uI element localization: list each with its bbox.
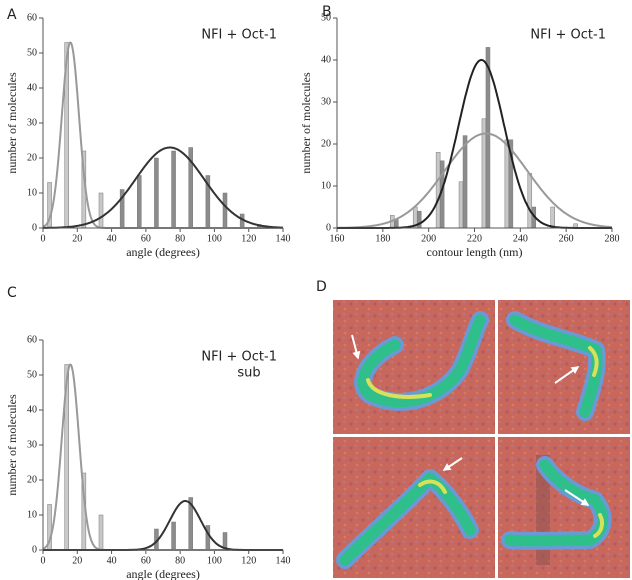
y-tick-label: 10 bbox=[27, 509, 37, 520]
chart-title: NFI + Oct-1 bbox=[530, 28, 606, 43]
bar bbox=[222, 192, 228, 229]
y-tick-label: 40 bbox=[27, 82, 37, 93]
x-tick-label: 260 bbox=[559, 233, 574, 244]
chart: B NFI + Oct-1 number of molecules contour l… bbox=[299, 4, 620, 259]
x-axis-label: angle (degrees) bbox=[126, 245, 200, 259]
chart-title: NFI + Oct-1 bbox=[201, 350, 277, 365]
x-tick-label: 80 bbox=[175, 233, 185, 244]
bar bbox=[171, 150, 176, 229]
y-tick-label: 50 bbox=[27, 369, 37, 380]
bar bbox=[171, 521, 176, 551]
y-tick-label: 30 bbox=[27, 117, 37, 128]
y-tick-label: 40 bbox=[321, 54, 331, 65]
y-tick-label: 60 bbox=[27, 334, 37, 345]
divider bbox=[495, 300, 498, 578]
y-tick-label: 20 bbox=[27, 152, 37, 163]
y-tick-label: 0 bbox=[32, 222, 37, 233]
chart: A NFI + Oct-1 number of molecules angle (de… bbox=[5, 7, 291, 259]
bar bbox=[481, 118, 487, 229]
x-tick-label: 60 bbox=[141, 233, 151, 244]
fit-curve bbox=[43, 500, 283, 551]
panel-label: B bbox=[322, 4, 332, 20]
y-tick-label: 0 bbox=[32, 544, 37, 555]
y-tick-label: 30 bbox=[27, 439, 37, 450]
fit-curve bbox=[337, 59, 612, 229]
bar bbox=[98, 192, 104, 229]
panel-label: C bbox=[7, 285, 17, 301]
divider bbox=[333, 434, 630, 437]
x-axis-label: angle (degrees) bbox=[126, 567, 200, 580]
x-tick-label: 120 bbox=[241, 233, 256, 244]
bar bbox=[462, 135, 468, 229]
x-tick-label: 240 bbox=[513, 233, 528, 244]
bar bbox=[458, 181, 464, 229]
bar bbox=[550, 206, 555, 229]
y-tick-label: 30 bbox=[321, 96, 331, 107]
y-tick-label: 60 bbox=[27, 12, 37, 23]
image-panel: D bbox=[316, 279, 630, 578]
bar bbox=[504, 139, 510, 229]
dna-molecules bbox=[336, 311, 612, 569]
fit-curve bbox=[42, 363, 283, 551]
panel-label: D bbox=[316, 279, 327, 295]
x-tick-label: 20 bbox=[72, 233, 82, 244]
bar bbox=[98, 514, 104, 551]
panel-label: A bbox=[7, 7, 17, 23]
y-axis-label: number of molecules bbox=[5, 72, 19, 174]
x-tick-label: 220 bbox=[467, 233, 482, 244]
bar bbox=[154, 157, 159, 229]
y-axis-label: number of molecules bbox=[5, 394, 19, 496]
x-tick-label: 160 bbox=[330, 233, 345, 244]
bar bbox=[527, 173, 533, 229]
y-tick-label: 0 bbox=[326, 222, 331, 233]
x-tick-label: 60 bbox=[141, 555, 151, 566]
x-tick-label: 120 bbox=[241, 555, 256, 566]
x-tick-label: 140 bbox=[276, 555, 291, 566]
x-tick-label: 180 bbox=[375, 233, 390, 244]
bar bbox=[137, 175, 142, 229]
fit-curve bbox=[336, 132, 612, 229]
y-tick-label: 10 bbox=[27, 187, 37, 198]
x-tick-label: 280 bbox=[605, 233, 620, 244]
y-tick-label: 50 bbox=[27, 47, 37, 58]
bar bbox=[485, 47, 491, 229]
chart-title: NFI + Oct-1 bbox=[201, 28, 277, 43]
arrows bbox=[351, 334, 590, 506]
y-axis-label: number of molecules bbox=[299, 72, 313, 174]
y-tick-label: 20 bbox=[321, 138, 331, 149]
chart-subtitle: sub bbox=[237, 366, 260, 381]
x-tick-label: 40 bbox=[107, 233, 117, 244]
x-tick-label: 140 bbox=[276, 233, 291, 244]
y-tick-label: 50 bbox=[321, 12, 331, 23]
x-tick-label: 80 bbox=[175, 555, 185, 566]
y-tick-label: 10 bbox=[321, 180, 331, 191]
x-tick-label: 20 bbox=[72, 555, 82, 566]
y-tick-label: 20 bbox=[27, 474, 37, 485]
x-tick-label: 100 bbox=[207, 555, 222, 566]
afm-image bbox=[498, 437, 630, 578]
bar bbox=[435, 152, 441, 229]
fit-curve bbox=[43, 146, 284, 229]
x-axis-label: contour length (nm) bbox=[427, 245, 523, 259]
y-tick-label: 40 bbox=[27, 404, 37, 415]
x-tick-label: 0 bbox=[41, 555, 46, 566]
x-tick-label: 200 bbox=[421, 233, 436, 244]
bar bbox=[394, 219, 399, 229]
x-tick-label: 0 bbox=[41, 233, 46, 244]
x-tick-label: 40 bbox=[107, 555, 117, 566]
x-tick-label: 100 bbox=[207, 233, 222, 244]
fit-curve bbox=[42, 41, 283, 229]
